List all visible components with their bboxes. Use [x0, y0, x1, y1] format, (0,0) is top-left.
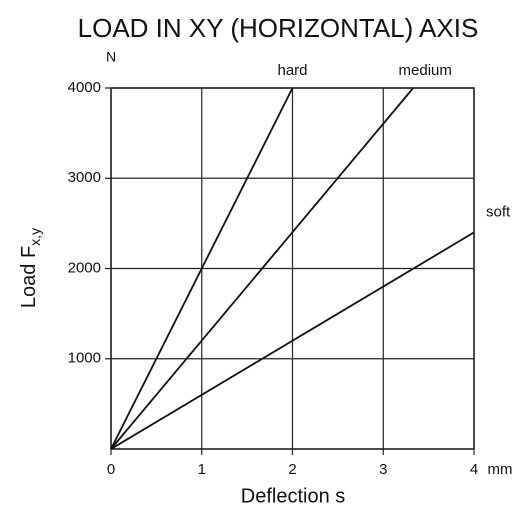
- x-unit: mm: [488, 461, 513, 478]
- y-tick-label: 4000: [68, 79, 101, 96]
- series-label: medium: [399, 62, 452, 79]
- y-label-main: Load F: [18, 246, 40, 308]
- series-label: hard: [277, 62, 307, 79]
- x-tick-label: 2: [288, 461, 296, 478]
- x-axis-label: Deflection s: [241, 485, 346, 507]
- y-tick-label: 1000: [68, 350, 101, 367]
- x-tick-label: 3: [379, 461, 387, 478]
- line: [110, 231, 475, 450]
- y-axis-label: Load Fx,y: [18, 228, 42, 308]
- line: [110, 87, 294, 450]
- y-tick-label: 3000: [68, 169, 101, 186]
- x-tick-label: 0: [107, 461, 115, 478]
- line: [110, 87, 414, 450]
- y-unit: N: [106, 49, 116, 65]
- y-tick-label: 2000: [68, 259, 101, 276]
- chart-title: LOAD IN XY (HORIZONTAL) AXIS: [78, 13, 479, 43]
- series-label: soft: [486, 203, 511, 220]
- x-tick-label: 1: [198, 461, 206, 478]
- y-label-sub: x,y: [27, 228, 43, 246]
- x-tick-label: 4: [470, 461, 478, 478]
